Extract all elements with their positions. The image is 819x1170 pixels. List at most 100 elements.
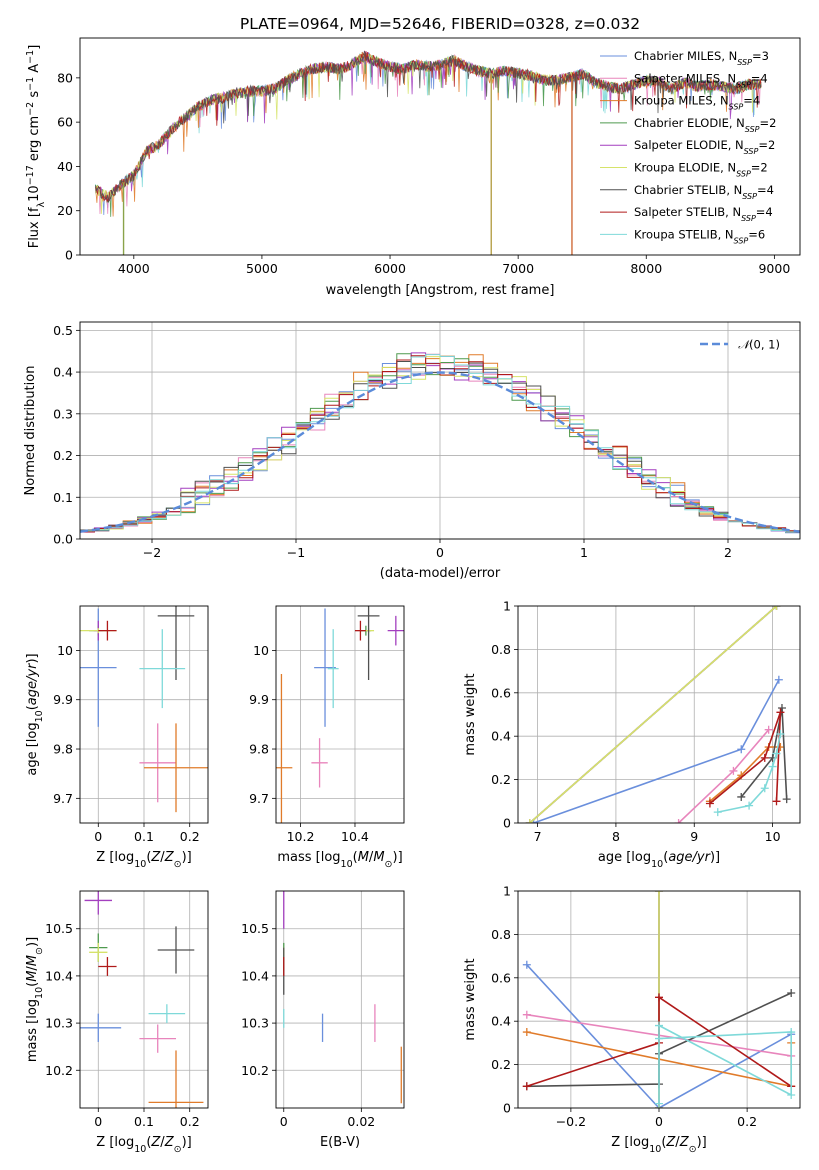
legend-label: Chabrier ELODIE, NSSP=2 — [634, 116, 776, 133]
y-tick-label: 10.2 — [241, 1063, 269, 1078]
figure-title: PLATE=0964, MJD=52646, FIBERID=0328, z=0… — [240, 15, 640, 33]
weight-marker — [772, 749, 781, 758]
y-tick-label: 10.4 — [241, 968, 269, 983]
y-tick-label: 0.6 — [491, 970, 511, 985]
axis-label: Z [log10(Z/Z⊙)] — [96, 1135, 191, 1155]
weight-marker — [522, 960, 531, 969]
y-tick-label: 9.7 — [249, 791, 269, 806]
plot-area — [80, 891, 204, 1108]
weight-marker — [655, 891, 663, 895]
legend: 𝒩(0, 1) — [700, 338, 780, 352]
panel-weight-vs-age: 7 8 9 10 0 0.2 0.4 0.6 0.8 1 age [log10(age/yr)] ma… — [463, 599, 801, 870]
legend-label: Chabrier MILES, NSSP=3 — [634, 49, 769, 67]
y-tick-label: 40 — [57, 159, 73, 174]
y-tick-label: 9.7 — [53, 791, 73, 806]
weight-marker — [745, 801, 754, 810]
y-tick-label: 10 — [57, 643, 73, 658]
y-tick-label: 20 — [57, 203, 73, 218]
plot-area — [525, 606, 791, 823]
axes-frame — [79, 890, 209, 1109]
y-tick-label: 0.2 — [53, 448, 73, 463]
x-tick-label: 0 — [94, 829, 102, 844]
y-tick-label: 10.3 — [241, 1016, 269, 1031]
axis-label: Normed distribution — [23, 366, 38, 496]
weight-marker — [655, 993, 663, 1002]
y-tick-label: 0.0 — [53, 532, 73, 547]
y-tick-label: 0 — [503, 816, 511, 831]
y-tick-label: 0.4 — [53, 365, 73, 380]
y-tick-label: 10 — [253, 643, 269, 658]
weight-marker — [787, 988, 796, 997]
x-tick-label: 10 — [765, 829, 781, 844]
y-tick-label: 0.2 — [491, 772, 511, 787]
weight-marker — [655, 1021, 663, 1030]
plot-area — [522, 891, 796, 1108]
weight-marker — [522, 1082, 531, 1091]
axes-frame — [517, 890, 801, 1109]
weight-marker — [655, 1034, 663, 1043]
x-tick-label: 0.2 — [180, 829, 200, 844]
panel-age-vs-Z: 0 0.1 0.2 9.7 9.8 9.9 10 Z [log10(Z/Z⊙)] age [lo… — [25, 605, 209, 870]
axis-label: Z [log10(Z/Z⊙)] — [96, 850, 191, 870]
x-tick-label: −0.2 — [556, 1114, 586, 1129]
legend-label: Kroupa MILES, NSSP=4 — [634, 94, 760, 112]
x-tick-label: 9 — [690, 829, 698, 844]
legend-label: Salpeter STELIB, NSSP=4 — [634, 205, 773, 223]
x-tick-label: 4000 — [118, 261, 150, 276]
x-tick-label: 5000 — [246, 261, 278, 276]
legend-label: Kroupa STELIB, NSSP=6 — [634, 227, 765, 245]
weight-line — [740, 707, 788, 800]
weight-marker — [522, 1028, 531, 1037]
weight-marker — [760, 784, 769, 793]
y-tick-label: 0.8 — [491, 927, 511, 942]
weight-marker — [737, 792, 746, 801]
axis-label: age [log10(age/yr)] — [598, 850, 720, 870]
axis-label: E(B-V) — [320, 1135, 360, 1150]
x-tick-label: 10.2 — [287, 829, 315, 844]
weight-marker — [522, 1010, 531, 1019]
y-tick-label: 0.4 — [491, 1014, 511, 1029]
panel-spectrum: 4000 5000 6000 7000 8000 9000 0 20 40 60 80 Flux [f… — [25, 37, 801, 298]
axis-label: age [log10(age/yr)] — [25, 653, 45, 775]
y-tick-label: 0.8 — [491, 642, 511, 657]
axes-frame — [79, 321, 801, 540]
weight-line — [678, 729, 770, 823]
y-tick-label: 1 — [503, 599, 511, 614]
weight-line — [526, 964, 792, 1108]
x-tick-label: 0 — [94, 1114, 102, 1129]
y-tick-label: 10.3 — [45, 1016, 73, 1031]
weight-marker — [772, 797, 781, 806]
x-tick-label: −1 — [287, 545, 305, 560]
weight-line — [529, 606, 778, 823]
x-tick-label: 0 — [655, 1114, 663, 1129]
axis-label: Z [log10(Z/Z⊙)] — [611, 1135, 706, 1155]
weight-marker — [705, 799, 714, 808]
x-tick-label: 0 — [436, 545, 444, 560]
axes-frame — [275, 605, 405, 824]
y-tick-label: 10.2 — [45, 1063, 73, 1078]
panel-weight-vs-Z: −0.2 0 0.2 0 0.2 0.4 0.6 0.8 1 Z [log10(Z/Z⊙)] mas… — [463, 884, 801, 1155]
y-tick-label: 0.1 — [53, 490, 73, 505]
x-tick-label: 0.1 — [134, 1114, 154, 1129]
weight-line — [526, 995, 792, 1088]
weight-marker — [776, 730, 785, 739]
spectrum-line — [95, 51, 762, 203]
axis-label: mass weight — [463, 958, 478, 1040]
y-tick-label: 9.8 — [53, 742, 73, 757]
x-tick-label: 0.2 — [737, 1114, 757, 1129]
plot-area — [80, 606, 208, 813]
axis-label: mass weight — [463, 673, 478, 755]
panel-age-vs-mass: 10.2 10.4 9.7 9.8 9.9 10 mass [log10(M/M⊙)] — [249, 605, 405, 870]
weight-marker — [713, 808, 722, 817]
x-tick-label: 0.1 — [134, 829, 154, 844]
plot-area — [95, 50, 762, 255]
histogram-step — [80, 355, 800, 533]
x-tick-label: 0.02 — [347, 1114, 375, 1129]
y-tick-label: 9.9 — [249, 692, 269, 707]
y-tick-label: 0.5 — [53, 323, 73, 338]
legend-label: Kroupa ELODIE, NSSP=2 — [634, 161, 768, 179]
panel-mass-vs-Z: 0 0.1 0.2 10.2 10.3 10.4 10.5 Z [log10(Z/Z⊙)] ma… — [25, 890, 209, 1155]
weight-marker — [777, 703, 786, 712]
y-tick-label: 10.4 — [45, 968, 73, 983]
